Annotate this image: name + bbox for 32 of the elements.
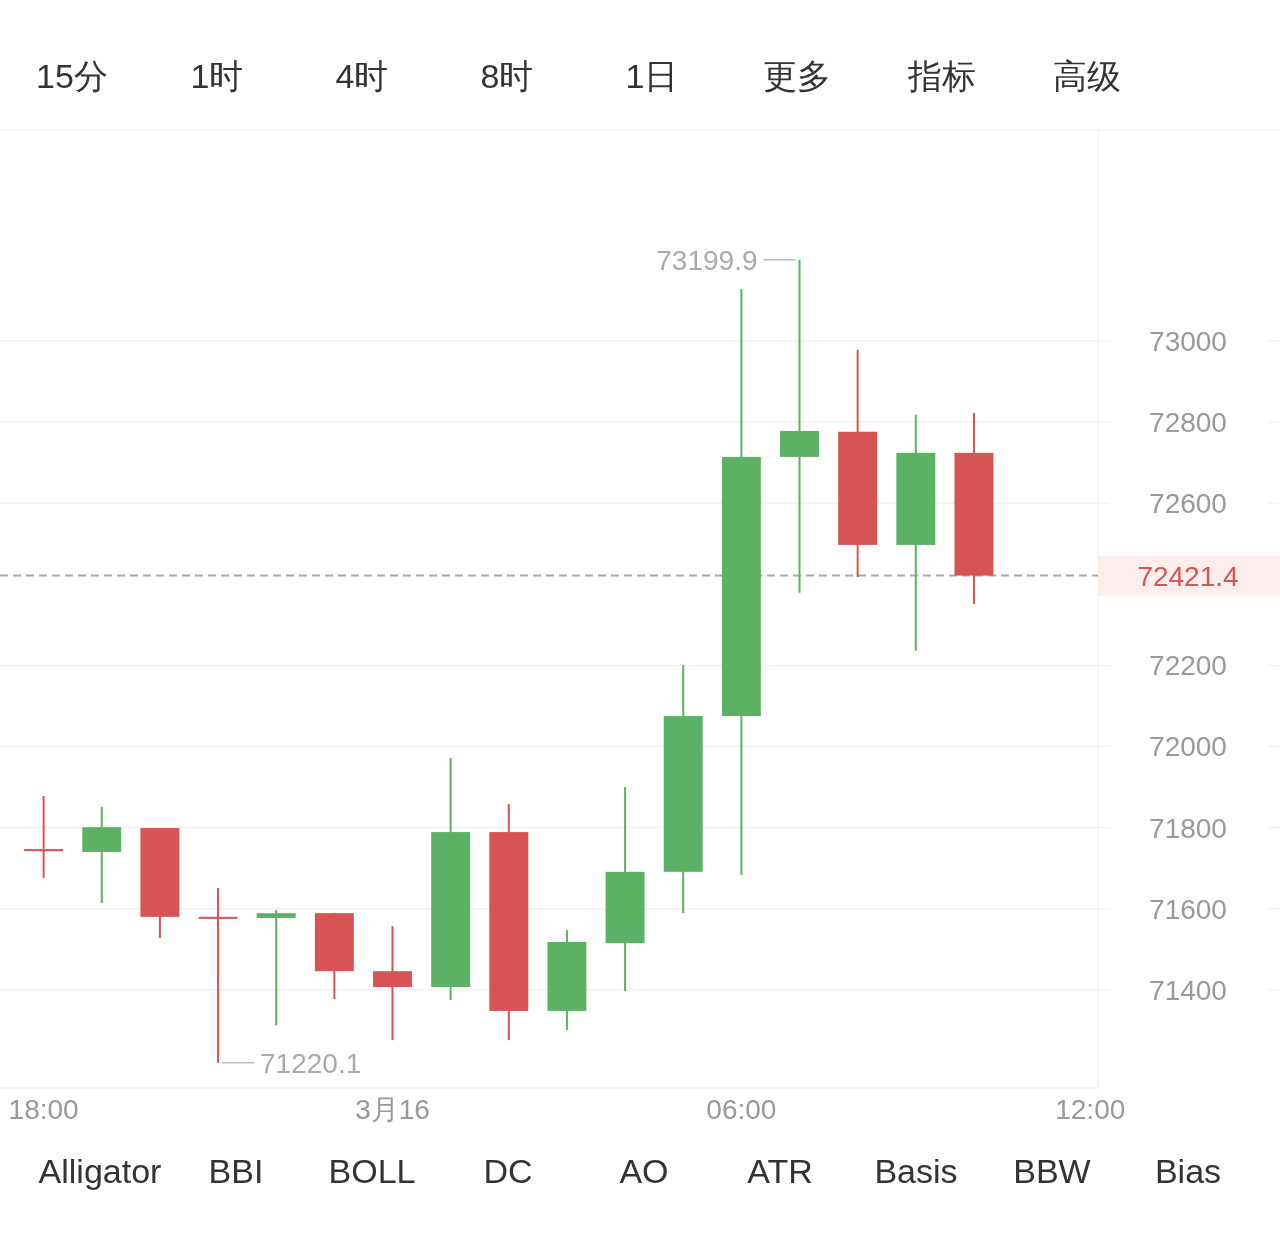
- text: BBI: [208, 1152, 264, 1190]
- text: ATR: [747, 1152, 813, 1190]
- text: 1时: [190, 57, 244, 95]
- text: 更多: [763, 57, 831, 95]
- y-tick-label: 72800: [1149, 407, 1227, 439]
- x-tick-label: 12:00: [1055, 1094, 1126, 1125]
- text: 高级: [1053, 57, 1121, 95]
- y-tick-label: 71400: [1149, 974, 1227, 1006]
- text: 1日: [625, 57, 679, 95]
- text: Basis: [874, 1152, 958, 1190]
- y-tick-label: 71800: [1149, 812, 1227, 844]
- text: 4时: [335, 57, 389, 95]
- annotation: 71220.1: [260, 1047, 362, 1079]
- x-tick-label: 3月16: [355, 1094, 430, 1125]
- text: 指标: [907, 57, 976, 95]
- y-tick-label: 72200: [1149, 650, 1227, 682]
- text: 15分: [36, 57, 108, 95]
- y-tick-label: 72000: [1149, 731, 1227, 763]
- text: 8时: [480, 57, 534, 95]
- y-tick-label: 72600: [1149, 488, 1227, 520]
- x-tick-label: 18:00: [8, 1094, 79, 1125]
- annotation: 73199.9: [656, 244, 758, 276]
- y-tick-label: 73000: [1149, 325, 1227, 357]
- ref-line-label: 72421.4: [1137, 560, 1239, 592]
- text: AO: [619, 1152, 669, 1190]
- text: Bias: [1154, 1152, 1222, 1190]
- x-tick-label: 06:00: [706, 1094, 777, 1125]
- text: BOLL: [328, 1152, 416, 1190]
- y-tick-label: 71600: [1149, 893, 1227, 925]
- text: DC: [483, 1152, 533, 1190]
- text: BBW: [1013, 1152, 1091, 1190]
- text: Alligator: [38, 1152, 162, 1190]
